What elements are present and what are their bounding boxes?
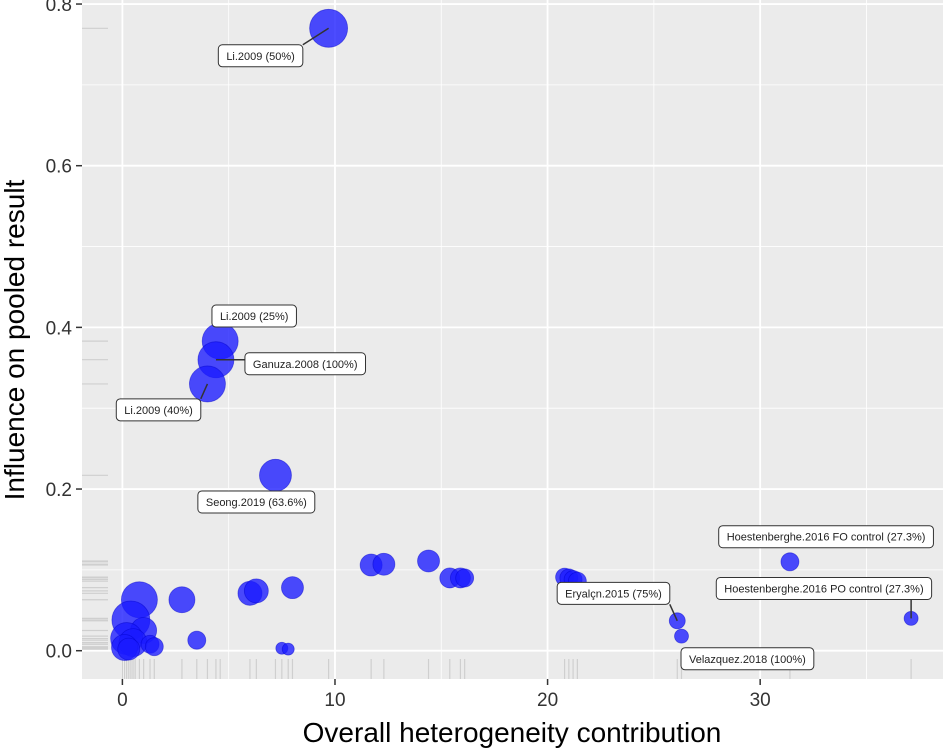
data-point: [259, 458, 292, 492]
point-labels: Li.2009 (50%) Li.2009 (25%) Ganuza.2008 (1…: [115, 27, 934, 671]
x-tick-label: 30: [750, 690, 771, 711]
grid-lines: [82, 0, 943, 679]
data-point: [674, 628, 689, 644]
data-point: [281, 642, 295, 656]
point-label-box: [680, 647, 815, 671]
y-tick-label: 0.4: [46, 318, 73, 339]
x-axis-title: Overall heterogeneity contribution: [303, 717, 722, 748]
point-label: Li.2009 (40%): [115, 383, 209, 422]
y-tick-label: 0.0: [46, 642, 72, 663]
point-label-box: [115, 398, 202, 422]
data-point: [243, 578, 269, 604]
x-tick-label: 0: [117, 690, 128, 711]
point-label: Velazquez.2018 (100%): [680, 647, 815, 671]
point-label: Seong.2019 (63.6%): [197, 490, 316, 514]
y-tick-label: 0.2: [46, 480, 72, 501]
point-label-text: Li.2009 (50%): [226, 51, 295, 63]
point-label-text: Hoestenberghe.2016 PO control (27.3%): [724, 583, 923, 595]
point-label-connector: [669, 604, 678, 622]
data-point: [117, 637, 141, 661]
point-label: Li.2009 (50%): [217, 27, 330, 68]
point-label-text: Velazquez.2018 (100%): [689, 654, 806, 666]
point-label-box: [715, 576, 933, 600]
point-label-box: [217, 44, 304, 68]
point-label-connector: [302, 27, 330, 46]
point-label-text: Hoestenberghe.2016 FO control (27.3%): [727, 532, 926, 544]
point-label: Li.2009 (25%): [211, 304, 297, 328]
point-label-box: [211, 304, 297, 328]
point-label: Hoestenberghe.2016 PO control (27.3%): [715, 576, 933, 619]
point-label-text: Ganuza.2008 (100%): [253, 359, 358, 371]
data-point: [372, 552, 396, 576]
data-point: [455, 568, 475, 588]
x-tick-label: 20: [537, 690, 558, 711]
y-tick-label: 0.6: [46, 157, 72, 178]
point-label-text: Li.2009 (40%): [124, 405, 193, 417]
point-label-box: [244, 352, 367, 376]
data-point: [187, 630, 207, 650]
data-point: [281, 576, 304, 600]
point-label-text: Eryalçn.2015 (75%): [565, 588, 662, 600]
point-label-connector: [200, 383, 209, 400]
point-label-box: [556, 581, 671, 605]
data-point: [168, 586, 196, 614]
data-point: [417, 549, 440, 573]
point-label-box: [718, 525, 934, 549]
point-label: Hoestenberghe.2016 FO control (27.3%): [718, 525, 934, 549]
data-point: [780, 552, 800, 572]
point-label-text: Li.2009 (25%): [220, 311, 289, 323]
y-tick-label: 0.8: [46, 0, 72, 16]
point-label-box: [197, 490, 316, 514]
data-point: [144, 637, 164, 657]
point-label: Eryalçn.2015 (75%): [556, 581, 678, 622]
point-label: Ganuza.2008 (100%): [215, 352, 367, 376]
rug-marks: [82, 27, 912, 679]
x-tick-label: 10: [324, 690, 345, 711]
axes: 0 10 20 30 0.0 0.2 0.4 0.6 0.8: [46, 0, 771, 711]
point-label-text: Seong.2019 (63.6%): [206, 497, 307, 509]
data-points: [110, 8, 919, 661]
y-axis-title: Influence on pooled result: [0, 179, 30, 500]
